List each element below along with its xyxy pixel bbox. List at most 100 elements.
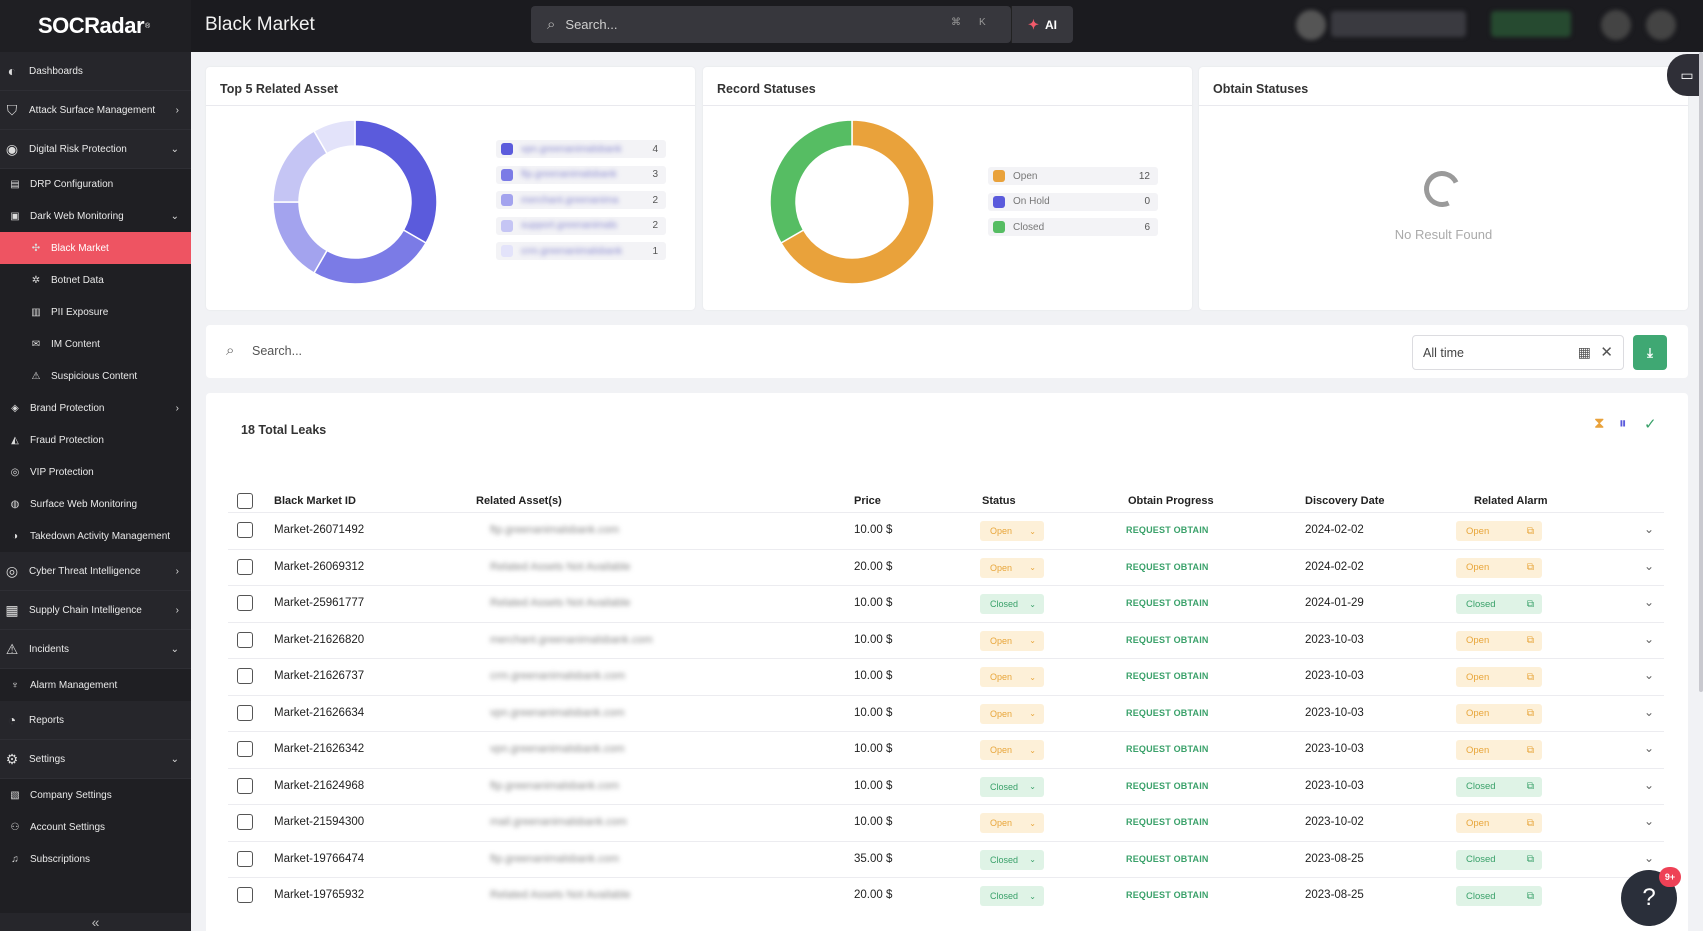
row-checkbox[interactable]	[237, 741, 253, 757]
status-dropdown[interactable]: Closed ⌄	[980, 594, 1044, 614]
request-obtain-link[interactable]: REQUEST OBTAIN	[1126, 853, 1209, 864]
chevron-down-icon[interactable]: ⌄	[170, 753, 179, 765]
chevron-right-icon[interactable]: ›	[175, 565, 179, 577]
expand-row-icon[interactable]: ⌄	[1643, 558, 1654, 573]
table-row[interactable]: Market-26071492 ftp.greenanimalsbank.com 1…	[228, 512, 1664, 548]
related-alarm-badge[interactable]: Closed ⧉	[1456, 849, 1542, 870]
table-search-input[interactable]: Search...	[252, 344, 303, 358]
sidebar-item-subscriptions[interactable]: ♫ Subscriptions	[0, 843, 191, 875]
status-chip[interactable]	[1491, 11, 1571, 37]
company-avatar[interactable]	[1296, 10, 1326, 40]
related-alarm-badge[interactable]: Open ⧉	[1456, 813, 1542, 833]
sidebar-item-cyber-threat-intelligence[interactable]: ◎ Cyber Threat Intelligence ›	[0, 552, 191, 591]
related-asset[interactable]: Related Assets Not Available	[490, 597, 631, 609]
table-row[interactable]: Market-26069312 Related Assets Not Availa…	[228, 548, 1664, 585]
external-link-icon[interactable]: ⧉	[1526, 525, 1534, 537]
donut-slice[interactable]	[779, 119, 935, 285]
related-alarm-badge[interactable]: Open ⧉	[1456, 667, 1542, 687]
donut-slice[interactable]	[272, 201, 329, 275]
chevron-down-icon[interactable]: ⌄	[170, 143, 179, 155]
expand-row-icon[interactable]: ⌄	[1643, 522, 1654, 536]
notification-icon[interactable]	[1601, 10, 1631, 40]
table-row[interactable]: Market-21624968 ftp.greenanimalsbank.com 1…	[228, 767, 1664, 804]
col-header-status[interactable]: Status	[982, 495, 1016, 507]
user-avatar[interactable]	[1646, 10, 1676, 40]
table-row[interactable]: Market-25961777 Related Assets Not Availa…	[228, 585, 1664, 621]
legend-item[interactable]: crm.greenanimalsbank 1	[496, 242, 666, 260]
request-obtain-link[interactable]: REQUEST OBTAIN	[1126, 561, 1209, 572]
external-link-icon[interactable]: ⧉	[1526, 562, 1534, 573]
calendar-icon[interactable]: ▦	[1577, 344, 1591, 360]
market-id[interactable]: Market-21626820	[274, 633, 365, 646]
pause-icon[interactable]: ⏸	[1619, 415, 1627, 432]
sidebar-item-attack-surface-management[interactable]: ⛉ Attack Surface Management ›	[0, 91, 191, 130]
expand-row-icon[interactable]: ⌄	[1643, 631, 1654, 646]
related-alarm-badge[interactable]: Open ⧉	[1456, 740, 1542, 760]
external-link-icon[interactable]: ⧉	[1526, 854, 1534, 865]
related-asset[interactable]: mail.greenanimalsbank.com	[490, 816, 627, 828]
market-id[interactable]: Market-19766474	[274, 852, 365, 865]
sidebar-item-pii-exposure[interactable]: ▥ PII Exposure	[0, 296, 191, 328]
table-row[interactable]: Market-21594300 mail.greenanimalsbank.com…	[228, 804, 1664, 840]
sidebar-item-botnet-data[interactable]: ✲ Botnet Data	[0, 264, 191, 296]
date-range-picker[interactable]: All time ▦ ✕	[1412, 335, 1624, 370]
status-dropdown[interactable]: Closed ⌄	[980, 886, 1044, 906]
status-dropdown[interactable]: Open ⌄	[980, 630, 1044, 651]
sidebar-item-reports[interactable]: ◔ Reports	[0, 701, 191, 740]
external-link-icon[interactable]: ⧉	[1526, 635, 1534, 646]
sidebar-item-settings[interactable]: ⚙ Settings ⌄	[0, 740, 191, 779]
row-checkbox[interactable]	[237, 777, 253, 794]
legend-item[interactable]: Closed 6	[988, 218, 1158, 236]
donut-slice[interactable]	[312, 228, 428, 285]
col-header-discovery-date[interactable]: Discovery Date	[1305, 495, 1385, 507]
expand-row-icon[interactable]: ⌄	[1643, 777, 1654, 792]
sidebar-item-brand-protection[interactable]: ◈ Brand Protection ›	[0, 392, 191, 424]
external-link-icon[interactable]: ⧉	[1526, 817, 1534, 829]
market-id[interactable]: Market-26071492	[274, 524, 365, 536]
chevron-down-icon[interactable]: ⌄	[170, 210, 179, 222]
col-header-id[interactable]: Black Market ID	[274, 495, 356, 507]
status-dropdown[interactable]: Closed ⌄	[980, 849, 1044, 870]
select-all-checkbox[interactable]	[237, 493, 253, 509]
socradar-logo[interactable]: SOCRadar ®	[38, 13, 150, 38]
hourglass-icon[interactable]: ⧗	[1594, 415, 1605, 432]
chevron-right-icon[interactable]: ›	[175, 604, 179, 616]
donut-slice[interactable]	[769, 119, 853, 245]
expand-row-icon[interactable]: ⌄	[1643, 704, 1654, 719]
legend-item[interactable]: support.greenanimals 2	[496, 216, 666, 235]
download-button[interactable]: ⤓	[1633, 335, 1667, 370]
external-link-icon[interactable]: ⧉	[1526, 598, 1534, 610]
legend-item[interactable]: merchant.greenanima 2	[496, 191, 666, 209]
row-checkbox[interactable]	[237, 850, 253, 867]
status-dropdown[interactable]: Open ⌄	[980, 703, 1044, 724]
sidebar-item-surface-web-monitoring[interactable]: ◍ Surface Web Monitoring	[0, 488, 191, 520]
sidebar-item-vip-protection[interactable]: ◎ VIP Protection	[0, 456, 191, 488]
status-dropdown[interactable]: Closed ⌄	[980, 776, 1044, 797]
related-asset[interactable]: crm.greenanimalsbank.com	[490, 670, 626, 682]
request-obtain-link[interactable]: REQUEST OBTAIN	[1126, 634, 1209, 645]
external-link-icon[interactable]: ⧉	[1526, 781, 1534, 792]
table-row[interactable]: Market-21626634 vpn.greenanimalsbank.com 1…	[228, 694, 1664, 731]
related-asset[interactable]: vpn.greenanimalsbank.com	[490, 706, 625, 719]
related-asset[interactable]: vpn.greenanimalsbank.com	[490, 743, 625, 755]
market-id[interactable]: Market-26069312	[274, 560, 365, 573]
request-obtain-link[interactable]: REQUEST OBTAIN	[1126, 780, 1209, 791]
row-checkbox[interactable]	[237, 558, 253, 575]
donut-slice[interactable]	[272, 129, 329, 203]
company-selector[interactable]	[1331, 11, 1466, 37]
status-dropdown[interactable]: Open ⌄	[980, 667, 1044, 687]
sidebar-item-suspicious-content[interactable]: ⚠ Suspicious Content	[0, 360, 191, 392]
table-row[interactable]: Market-21626342 vpn.greenanimalsbank.com 1…	[228, 731, 1664, 767]
market-id[interactable]: Market-21594300	[274, 816, 365, 828]
page-scrollbar[interactable]	[1699, 52, 1703, 692]
donut-slice[interactable]	[354, 119, 438, 245]
request-obtain-link[interactable]: REQUEST OBTAIN	[1126, 744, 1209, 754]
chevron-right-icon[interactable]: ›	[175, 104, 179, 116]
legend-item[interactable]: On Hold 0	[988, 192, 1158, 211]
related-alarm-badge[interactable]: Open ⧉	[1456, 557, 1542, 578]
market-id[interactable]: Market-21626342	[274, 743, 365, 755]
sidebar-item-account-settings[interactable]: ⚇ Account Settings	[0, 811, 191, 843]
expand-row-icon[interactable]: ⌄	[1643, 668, 1654, 682]
donut-slice[interactable]	[312, 119, 356, 155]
col-header-related-alarm[interactable]: Related Alarm	[1474, 495, 1548, 507]
